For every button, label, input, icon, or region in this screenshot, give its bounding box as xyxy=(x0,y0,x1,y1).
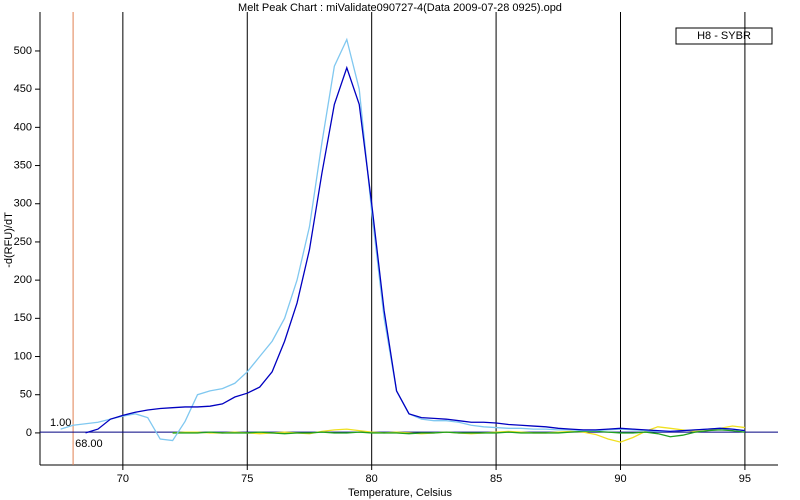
legend-label: H8 - SYBR xyxy=(697,30,751,42)
x-axis-label: Temperature, Celsius xyxy=(348,487,452,499)
cutoff-label: 68.00 xyxy=(75,438,103,450)
y-tick-label: 250 xyxy=(14,236,32,248)
y-tick-label: 400 xyxy=(14,121,32,133)
threshold-label: 1.00 xyxy=(50,417,71,429)
data-line xyxy=(60,37,745,442)
y-tick-label: 150 xyxy=(14,312,32,324)
x-tick-label: 85 xyxy=(490,473,502,485)
y-tick-label: 500 xyxy=(14,45,32,57)
y-tick-label: 100 xyxy=(14,350,32,362)
x-tick-label: 90 xyxy=(614,473,626,485)
y-tick-label: 50 xyxy=(20,389,32,401)
y-axis-label: -d(RFU)/dT xyxy=(3,212,15,268)
data-line xyxy=(85,65,745,434)
y-tick-label: 200 xyxy=(14,274,32,286)
x-tick-label: 80 xyxy=(366,473,378,485)
y-tick-label: 350 xyxy=(14,159,32,171)
chart-title: Melt Peak Chart : miValidate090727-4(Dat… xyxy=(238,2,562,14)
y-tick-label: 0 xyxy=(26,427,32,439)
x-tick-label: 70 xyxy=(117,473,129,485)
x-tick-label: 75 xyxy=(241,473,253,485)
x-tick-label: 95 xyxy=(739,473,751,485)
data-line xyxy=(172,429,745,438)
y-tick-label: 300 xyxy=(14,198,32,210)
legend-box xyxy=(675,27,773,45)
y-tick-label: 450 xyxy=(14,83,32,95)
